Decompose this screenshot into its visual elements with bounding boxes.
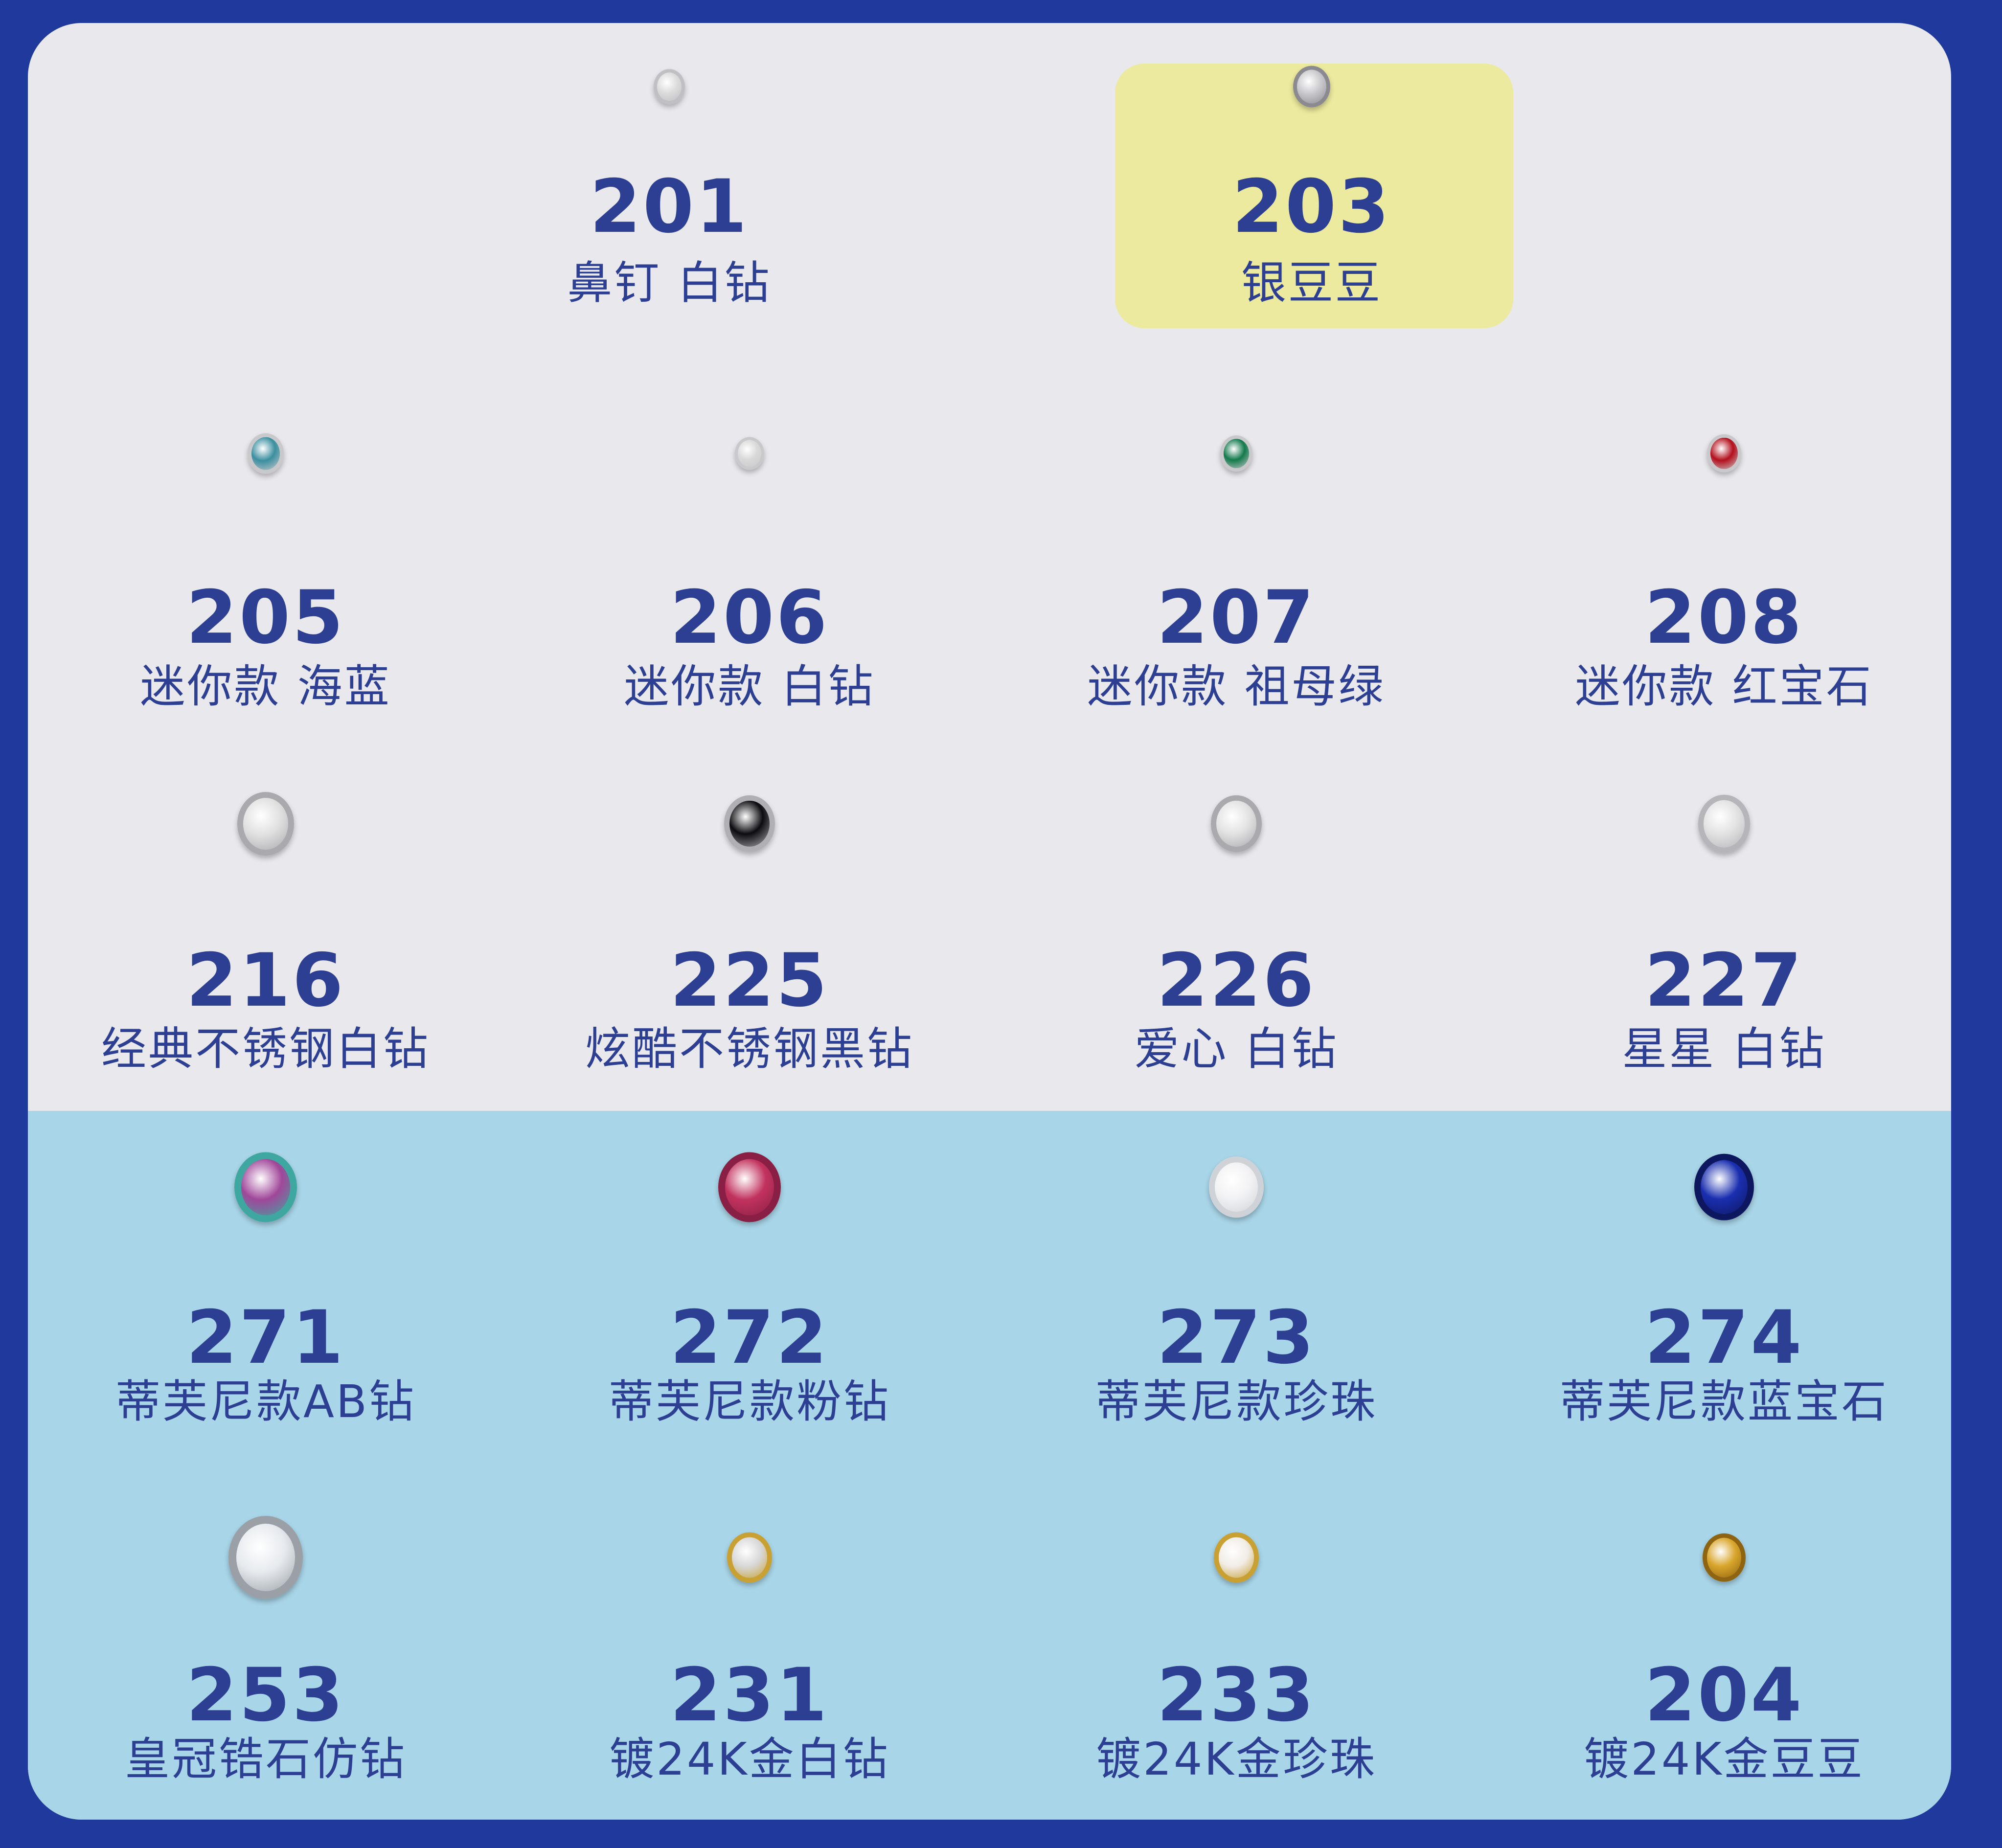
- product-number: 225: [670, 938, 829, 1023]
- heart-crystal-icon: [1211, 795, 1262, 853]
- product-label: 镀24K金珍珠: [1096, 1733, 1377, 1785]
- product-label: 迷你款 红宝石: [1575, 660, 1873, 713]
- product-number: 226: [1157, 938, 1316, 1023]
- product-number: 207: [1157, 575, 1316, 660]
- white-crystal-bezel-icon: [735, 437, 764, 470]
- gold-bezel-crystal-icon: [727, 1532, 772, 1583]
- product-number: 253: [186, 1653, 345, 1738]
- emerald-bezel-icon: [1220, 435, 1252, 472]
- gold-bezel-pearl-icon: [1214, 1532, 1259, 1583]
- product-number: 231: [670, 1653, 829, 1738]
- product-number: 274: [1644, 1295, 1804, 1380]
- product-label: 蒂芙尼款蓝宝石: [1559, 1375, 1888, 1428]
- product-number: 216: [186, 938, 345, 1023]
- silver-ball-icon: [1293, 66, 1330, 108]
- product-label: 蒂芙尼款粉钻: [608, 1375, 890, 1428]
- product-label: 迷你款 海蓝: [140, 660, 391, 713]
- product-label: 鼻钉 白钻: [567, 257, 772, 309]
- product-number: 208: [1644, 575, 1804, 660]
- star-crystal-icon: [1698, 794, 1750, 853]
- pearl-prong-icon: [1209, 1156, 1264, 1218]
- pink-crystal-prong-icon: [718, 1152, 781, 1222]
- product-label: 爱心 白钻: [1134, 1023, 1339, 1075]
- highlight-box: [1115, 64, 1513, 328]
- product-label: 经典不锈钢白钻: [101, 1023, 430, 1075]
- product-label: 镀24K金豆豆: [1584, 1733, 1865, 1785]
- product-label: 炫酷不锈钢黑钻: [585, 1023, 914, 1075]
- product-display-card: 201 鼻钉 白钻 203 银豆豆 205 迷你款 海蓝 206 迷你款 白钻 207 迷你款 祖…: [28, 23, 1951, 1820]
- sapphire-prong-icon: [1694, 1153, 1754, 1221]
- product-label: 银豆豆: [1241, 257, 1382, 309]
- product-label: 蒂芙尼款AB钻: [115, 1375, 416, 1428]
- product-label: 星星 白钻: [1622, 1023, 1826, 1075]
- product-number: 233: [1157, 1653, 1316, 1738]
- product-number: 273: [1157, 1295, 1316, 1380]
- product-label: 蒂芙尼款珍珠: [1095, 1375, 1377, 1428]
- product-number: 205: [186, 575, 345, 660]
- product-number: 203: [1232, 164, 1391, 249]
- product-label: 镀24K金白钻: [609, 1733, 890, 1785]
- product-number: 201: [590, 164, 749, 249]
- white-crystal-bezel-icon: [237, 792, 294, 856]
- ruby-bezel-icon: [1707, 434, 1741, 473]
- product-label: 迷你款 白钻: [624, 660, 875, 713]
- lower-panel: [28, 1111, 1951, 1820]
- product-number: 204: [1644, 1653, 1804, 1738]
- product-number: 227: [1644, 938, 1804, 1023]
- product-number: 271: [186, 1295, 345, 1380]
- black-crystal-bezel-icon: [724, 795, 775, 853]
- product-label: 皇冠锆石仿钻: [124, 1733, 407, 1785]
- clear-crystal-icon: [654, 69, 685, 104]
- gold-ball-icon: [1703, 1533, 1746, 1582]
- product-number: 272: [670, 1295, 829, 1380]
- product-number: 206: [670, 575, 829, 660]
- ab-crystal-prong-icon: [234, 1152, 297, 1222]
- aquamarine-bezel-icon: [248, 433, 284, 474]
- crown-zircon-icon: [228, 1516, 303, 1599]
- product-label: 迷你款 祖母绿: [1087, 660, 1386, 713]
